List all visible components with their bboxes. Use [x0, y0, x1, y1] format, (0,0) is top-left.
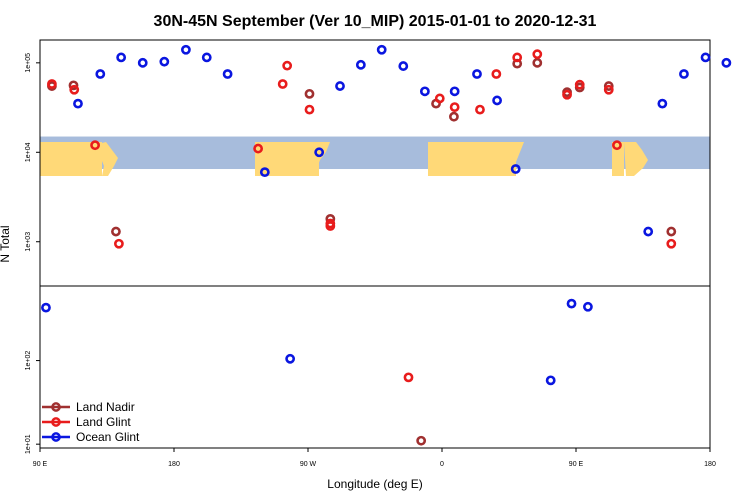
y-tick-label: 1e+01 — [25, 434, 32, 454]
data-point — [434, 93, 445, 104]
series-land-nadir — [47, 57, 677, 446]
data-point — [90, 140, 100, 151]
data-point — [253, 143, 264, 154]
x-tick-label: 0 — [440, 461, 444, 468]
legend-swatch-marker — [51, 417, 61, 427]
legend-item-land-glint: Land Glint — [42, 415, 131, 429]
data-point — [612, 140, 622, 151]
plot-frame — [39, 39, 711, 449]
data-point — [282, 60, 293, 71]
data-point — [512, 52, 523, 63]
x-tick-label: 90 E — [569, 461, 584, 468]
data-point — [419, 86, 430, 97]
world-map-band — [40, 136, 710, 176]
data-point — [398, 61, 409, 71]
data-point — [73, 98, 83, 109]
data-point — [700, 52, 711, 63]
series-land-glint — [47, 49, 677, 383]
legend-swatch-marker — [51, 432, 61, 442]
x-tick-label: 90 E — [33, 461, 48, 468]
y-tick-label: 1e+04 — [25, 142, 32, 162]
data-points — [41, 44, 732, 446]
data-point — [449, 86, 460, 97]
legend-item-land-nadir: Land Nadir — [42, 400, 135, 414]
data-point — [666, 238, 677, 249]
data-point — [566, 298, 577, 309]
data-point — [475, 104, 485, 115]
data-point — [721, 57, 732, 68]
data-point — [449, 102, 460, 112]
y-tick-label: 1e+05 — [25, 53, 32, 73]
data-point — [472, 69, 482, 79]
data-point — [335, 81, 345, 91]
data-point — [69, 84, 80, 95]
data-point — [603, 81, 614, 91]
data-point — [492, 95, 502, 106]
data-point — [562, 89, 572, 100]
x-axis: 90 E 180 90 W 0 90 E 180 — [33, 448, 716, 468]
data-point — [111, 226, 121, 237]
data-point — [355, 59, 366, 70]
data-point — [376, 44, 387, 55]
data-point — [47, 79, 57, 89]
data-point — [643, 226, 654, 237]
data-point — [583, 301, 593, 312]
data-point — [416, 435, 427, 446]
legend-label: Ocean Glint — [76, 430, 140, 444]
data-point — [603, 84, 614, 95]
legend: Land Nadir Land Glint Ocean Glint — [42, 400, 140, 444]
data-point — [449, 111, 459, 122]
data-point — [532, 49, 543, 60]
y-tick-label: 1e+03 — [25, 232, 32, 252]
map-ocean — [40, 136, 710, 170]
legend-label: Land Nadir — [76, 400, 135, 414]
data-point — [41, 302, 51, 313]
data-point — [114, 238, 124, 249]
map-land — [40, 142, 648, 176]
data-point — [137, 57, 148, 68]
x-tick-label: 180 — [704, 461, 716, 468]
data-point — [325, 221, 336, 231]
x-axis-label: Longitude (deg E) — [327, 477, 422, 491]
y-tick-label: 1e+02 — [25, 351, 32, 371]
data-point — [222, 69, 233, 79]
y-axis: 1e+05 1e+04 1e+03 1e+02 1e+01 — [25, 53, 40, 454]
data-point — [574, 79, 585, 90]
y-axis-label: N Total — [0, 225, 12, 262]
x-tick-label: 180 — [168, 461, 180, 468]
legend-item-ocean-glint: Ocean Glint — [42, 430, 140, 444]
data-point — [304, 104, 315, 115]
data-point — [181, 44, 191, 55]
data-point — [491, 69, 502, 79]
legend-swatch-marker — [51, 402, 61, 412]
legend-label: Land Glint — [76, 415, 131, 429]
data-point — [532, 57, 543, 68]
data-point — [510, 164, 521, 174]
x-tick-label: 90 W — [300, 461, 317, 468]
data-point — [403, 372, 414, 383]
data-point — [116, 52, 127, 63]
chart-title: 30N-45N September (Ver 10_MIP) 2015-01-0… — [154, 13, 597, 30]
series-ocean-glint — [41, 44, 732, 386]
data-point — [68, 80, 79, 91]
data-point — [679, 69, 689, 79]
data-point — [95, 69, 106, 79]
data-point — [657, 98, 668, 109]
data-point — [314, 147, 325, 158]
data-point — [285, 353, 296, 364]
data-point — [277, 79, 288, 89]
data-point — [159, 56, 170, 67]
data-point — [545, 375, 556, 386]
data-point — [304, 88, 315, 99]
data-point — [666, 226, 677, 237]
data-point — [201, 52, 212, 63]
data-point — [259, 167, 270, 178]
